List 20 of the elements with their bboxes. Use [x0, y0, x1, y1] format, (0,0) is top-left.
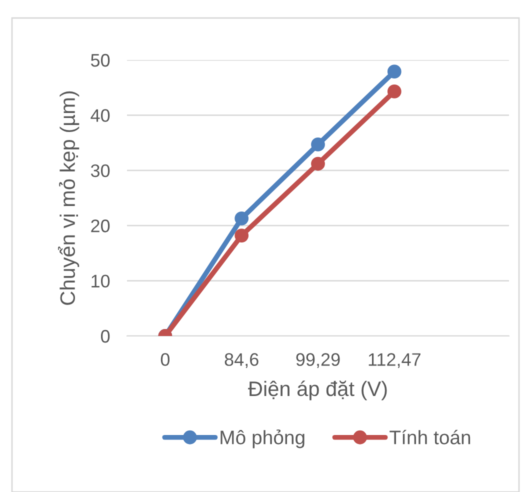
point — [311, 138, 325, 152]
x-tick-label: 0 — [160, 353, 170, 366]
y-tick-label: 0 — [101, 330, 110, 343]
y-tick-label: 10 — [92, 274, 110, 288]
point — [311, 156, 325, 171]
point — [234, 228, 249, 242]
point — [387, 84, 402, 98]
point — [387, 64, 402, 79]
point — [234, 211, 249, 226]
y-tick-label: 30 — [90, 164, 110, 178]
y-axis-title: Chuyển vị mỏ kẹp (µm) — [58, 91, 80, 305]
legend-label: Tính toán — [390, 430, 470, 444]
y-tick-label: 50 — [90, 54, 110, 67]
x-tick-label: 99,29 — [296, 353, 340, 368]
x-tick-label: 84,6 — [224, 353, 258, 368]
legend-label: Mô phỏng — [220, 429, 304, 448]
x-tick-label: 112,47 — [368, 353, 420, 368]
x-axis-title: Điện áp đặt (V) — [248, 380, 387, 400]
y-tick-label: 40 — [90, 109, 110, 122]
y-tick-label: 20 — [91, 220, 110, 232]
